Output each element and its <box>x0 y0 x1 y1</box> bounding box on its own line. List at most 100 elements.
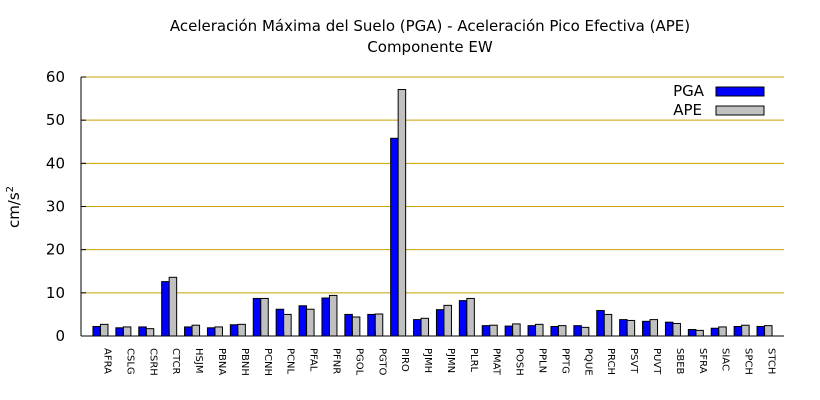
legend-label-pga: PGA <box>673 82 705 100</box>
bar-pga-pcnh <box>252 297 262 337</box>
bar-pga-pbna <box>206 327 216 337</box>
bar-ape-spch <box>741 324 750 337</box>
bar-pga-csrh <box>138 326 147 337</box>
x-tick-label-pmat: PMAT <box>491 348 502 376</box>
bar-ape-afra <box>99 323 109 337</box>
bar-pga-pjmn <box>435 309 445 337</box>
bar-pga-posh <box>504 325 514 337</box>
x-tick-label-puvt: PUVT <box>651 348 662 375</box>
x-tick-label-stch: STCH <box>766 348 777 374</box>
bar-pga-cslg <box>115 327 124 337</box>
bar-ape-pptg <box>557 325 567 337</box>
bar-pga-pfnr <box>321 297 330 337</box>
bar-ape-plrl <box>466 297 475 337</box>
bar-pga-hsjm <box>184 326 193 337</box>
y-axis-label: cm/s2 <box>5 186 23 228</box>
bar-pga-prch <box>596 310 605 337</box>
bar-ape-sfra <box>695 329 704 337</box>
bar-pga-pfal <box>298 305 308 337</box>
bar-ape-csrh <box>145 328 155 337</box>
bar-ape-cslg <box>122 326 132 337</box>
bar-ape-pmat <box>489 324 498 337</box>
x-tick-label-sfra: SFRA <box>697 348 708 374</box>
bar-pga-piro <box>390 137 399 337</box>
x-tick-label-pcnh: PCNH <box>262 348 273 376</box>
x-tick-label-pjmh: PJMH <box>422 348 433 373</box>
y-axis-label-exponent: 2 <box>5 186 16 192</box>
bar-ape-pjmh <box>420 317 430 337</box>
x-tick-label-psvt: PSVT <box>628 348 639 374</box>
x-tick-label-piro: PIRO <box>399 348 410 372</box>
x-tick-label-csrh: CSRH <box>147 348 158 376</box>
bar-ape-sbeb <box>672 322 681 337</box>
bar-pga-sbeb <box>664 321 674 337</box>
bar-pga-pque <box>573 325 582 337</box>
bar-ape-pcnl <box>283 313 292 337</box>
x-tick-label-pque: PQUE <box>582 348 593 376</box>
bar-ape-siac <box>718 326 727 337</box>
legend-swatch-pga <box>715 86 765 97</box>
bar-ape-pfnr <box>328 294 338 337</box>
bar-pga-psvt <box>619 319 628 337</box>
bar-ape-piro <box>397 89 407 337</box>
y-tick-label-30: 30 <box>46 198 65 216</box>
x-tick-label-afra: AFRA <box>101 348 112 374</box>
bar-pga-puvt <box>642 320 651 337</box>
x-tick-label-pcnl: PCNL <box>285 348 296 374</box>
x-tick-label-pbnh: PBNH <box>239 348 250 376</box>
bar-ape-pjmn <box>443 304 452 337</box>
y-axis-label-unit: cm/s <box>5 192 23 228</box>
x-tick-label-ctcr: CTCR <box>170 348 181 374</box>
bar-ape-pbna <box>214 326 223 337</box>
bar-pga-pgto <box>367 313 376 337</box>
bar-pga-pptg <box>550 326 559 337</box>
x-tick-label-spch: SPCH <box>743 348 754 375</box>
x-tick-label-pfal: PFAL <box>308 348 319 372</box>
bar-ape-stch <box>764 325 773 337</box>
y-tick-label-60: 60 <box>46 68 65 86</box>
bar-ape-pque <box>580 326 590 337</box>
x-tick-label-cslg: CSLG <box>124 348 135 375</box>
bar-ape-hsjm <box>191 324 201 337</box>
x-tick-labels: AFRA CSLG CSRH CTCR HSJM PBNA PBNH PCNH PCNL PFAL… <box>101 348 776 376</box>
bar-ape-ctcr <box>168 276 178 337</box>
bars <box>92 89 773 337</box>
bar-ape-pfal <box>306 308 315 337</box>
bar-pga-spch <box>733 326 743 337</box>
x-tick-label-prch: PRCH <box>605 348 616 375</box>
x-tick-label-ppln: PPLN <box>537 348 548 373</box>
bar-ape-pgol <box>351 316 361 337</box>
y-tick-labels: 0 10 20 30 40 50 60 <box>46 68 65 345</box>
gridlines <box>81 76 784 294</box>
bar-ape-psvt <box>626 319 636 337</box>
y-tick-label-0: 0 <box>55 327 65 345</box>
chart-subtitle: Componente EW <box>367 38 493 56</box>
bar-ape-puvt <box>649 319 659 337</box>
bar-pga-pmat <box>481 325 491 337</box>
bar-pga-stch <box>756 326 766 337</box>
bar-pga-plrl <box>458 300 468 337</box>
legend: PGA APE <box>673 82 765 119</box>
legend-swatch-ape <box>715 105 765 116</box>
x-tick-label-pbna: PBNA <box>216 348 227 375</box>
bar-ape-pgto <box>374 313 384 337</box>
x-tick-label-pgol: PGOL <box>353 348 364 376</box>
y-tick-label-50: 50 <box>46 111 65 129</box>
bar-pga-pcnl <box>275 308 285 337</box>
y-tick-label-10: 10 <box>46 284 65 302</box>
bar-pga-ctcr <box>161 281 170 337</box>
x-tick-label-pfnr: PFNR <box>330 348 341 374</box>
x-tick-label-siac: SIAC <box>720 348 731 371</box>
axes <box>80 76 784 337</box>
bar-pga-pjmh <box>413 319 422 337</box>
svg-text:cm/s2: cm/s2 <box>5 186 23 228</box>
bar-pga-pgol <box>344 313 353 337</box>
x-tick-label-pjmn: PJMN <box>445 348 456 373</box>
x-tick-label-plrl: PLRL <box>468 348 479 373</box>
bar-ape-pcnh <box>260 297 269 337</box>
x-tick-label-sbeb: SBEB <box>674 348 685 375</box>
x-tick-label-pgto: PGTO <box>376 348 387 376</box>
bar-pga-sfra <box>687 329 697 337</box>
legend-label-ape: APE <box>673 101 702 119</box>
